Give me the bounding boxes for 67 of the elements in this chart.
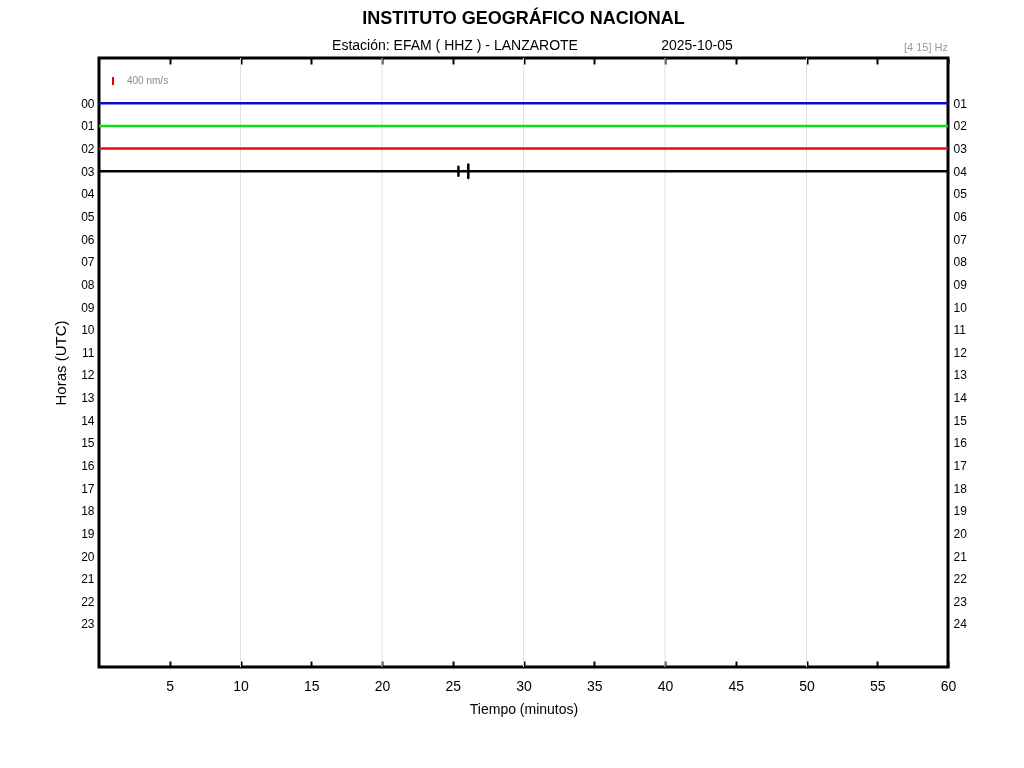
text: [4 15] Hz [903, 41, 948, 53]
y-tick-label: 07 [81, 255, 95, 270]
text: 2025-10-05 [661, 37, 734, 53]
y2-tick-label: 24 [953, 617, 968, 632]
y-tick-label: 03 [81, 164, 95, 179]
y2-tick-label: 04 [953, 164, 968, 179]
y2-tick-label: 17 [953, 459, 968, 474]
y2-tick-label: 02 [953, 119, 968, 134]
y-tick-label: 22 [81, 594, 95, 609]
y2-tick-label: 05 [953, 187, 968, 202]
y-tick-label: 21 [81, 572, 95, 587]
x-tick-label: 40 [657, 677, 674, 694]
chart-subtitle: Estación: EFAM ( HHZ ) - LANZAROTE [332, 37, 578, 53]
y2-tick-label: 14 [953, 391, 968, 406]
y2-tick-label: 11 [953, 323, 967, 338]
y-tick-label: 14 [81, 413, 95, 428]
y2-tick-label: 08 [953, 255, 968, 270]
x-tick-label: 55 [869, 677, 886, 694]
x-tick-label: 25 [445, 677, 462, 694]
y2-tick-label: 10 [953, 300, 968, 315]
y2-tick-label: 21 [953, 549, 968, 564]
y2-tick-label: 16 [953, 436, 968, 451]
y-tick-label: 12 [81, 368, 95, 383]
y-tick-label: 00 [81, 96, 95, 111]
y-tick-label: 01 [81, 119, 95, 134]
y-tick-label: 09 [81, 300, 95, 315]
chart-title: INSTITUTO GEOGRÁFICO NACIONAL [362, 7, 685, 28]
y2-tick-label: 06 [953, 209, 968, 224]
y2-tick-label: 22 [953, 572, 968, 587]
y-tick-label: 13 [81, 391, 95, 406]
y2-tick-label: 20 [953, 526, 968, 541]
y-axis-title: Horas (UTC) [52, 320, 70, 406]
x-axis-title: Tiempo (minutos) [469, 700, 579, 717]
annotation: 400 nm/s [127, 75, 169, 86]
y-tick-label: 23 [81, 617, 95, 632]
x-tick-label: 60 [940, 677, 957, 694]
y2-tick-label: 18 [953, 481, 968, 496]
x-tick-label: 20 [374, 677, 391, 694]
y2-tick-label: 23 [953, 594, 968, 609]
x-tick-label: 10 [233, 677, 249, 694]
y2-tick-label: 15 [953, 413, 968, 428]
y-tick-label: 17 [81, 481, 95, 496]
y2-tick-label: 03 [953, 142, 968, 157]
y2-tick-label: 07 [953, 232, 968, 247]
y2-tick-label: 19 [953, 504, 968, 519]
y-tick-label: 16 [81, 459, 95, 474]
y-tick-label: 11 [82, 345, 95, 360]
x-tick-label: 45 [728, 677, 745, 694]
y-tick-label: 06 [81, 232, 95, 247]
y2-tick-label: 13 [953, 368, 968, 383]
y2-tick-label: 01 [953, 96, 968, 111]
x-tick-label: 30 [516, 677, 532, 694]
y-tick-label: 08 [81, 277, 95, 292]
x-tick-label: 5 [166, 677, 175, 694]
y-tick-label: 04 [81, 187, 95, 202]
x-tick-label: 15 [303, 677, 320, 694]
y-tick-label: 05 [81, 209, 95, 224]
y2-tick-label: 12 [953, 345, 968, 360]
y-tick-label: 18 [81, 504, 95, 519]
x-tick-label: 35 [586, 677, 603, 694]
y2-tick-label: 09 [953, 277, 968, 292]
y-tick-label: 19 [81, 526, 95, 541]
y-tick-label: 02 [81, 142, 95, 157]
y-tick-label: 20 [81, 549, 95, 564]
y-tick-label: 15 [81, 436, 95, 451]
y-tick-label: 10 [81, 323, 95, 338]
x-tick-label: 50 [799, 677, 815, 694]
